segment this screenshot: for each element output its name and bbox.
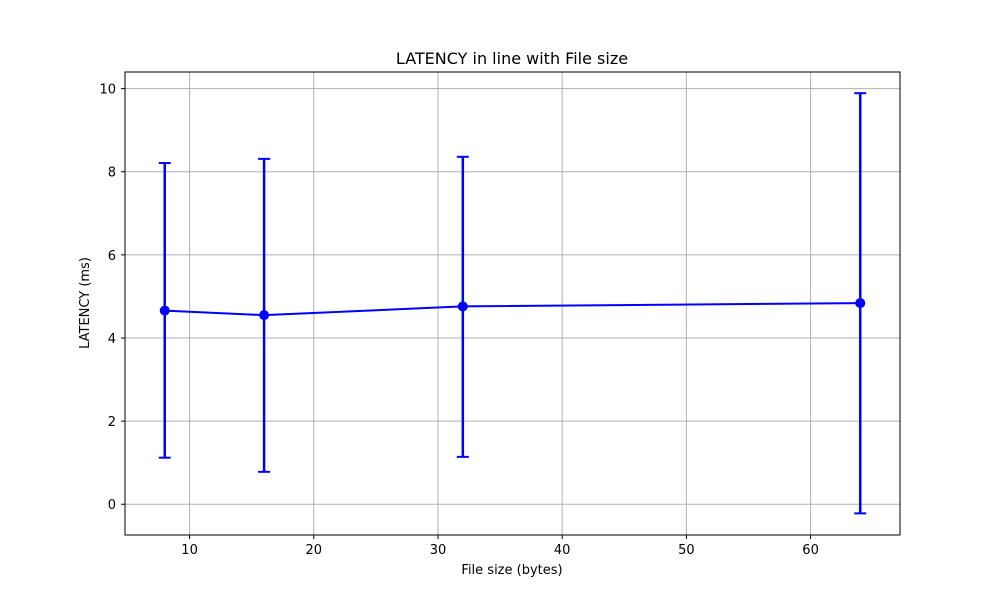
y-tick-label: 10 bbox=[99, 83, 116, 98]
x-tick-label: 10 bbox=[181, 543, 198, 558]
x-tick-label: 60 bbox=[802, 543, 819, 558]
x-tick-label: 30 bbox=[430, 543, 447, 558]
y-axis-label: LATENCY (ms) bbox=[78, 257, 93, 349]
axis-ticks: 10 20 30 40 50 60 0 2 4 6 8 10 bbox=[99, 83, 818, 558]
y-tick-label: 0 bbox=[108, 498, 116, 513]
data-series bbox=[158, 92, 867, 515]
chart-title: LATENCY in line with File size bbox=[396, 49, 628, 68]
data-point bbox=[855, 298, 866, 309]
y-tick-label: 6 bbox=[108, 249, 116, 264]
x-tick-label: 40 bbox=[554, 543, 571, 558]
y-tick-label: 8 bbox=[108, 166, 116, 181]
x-axis-label: File size (bytes) bbox=[461, 563, 562, 578]
x-tick-label: 50 bbox=[678, 543, 695, 558]
data-point bbox=[457, 301, 468, 312]
y-tick-label: 4 bbox=[108, 332, 116, 347]
series-line bbox=[164, 302, 861, 317]
x-tick-label: 20 bbox=[306, 543, 323, 558]
y-tick-label: 2 bbox=[108, 415, 116, 430]
data-point bbox=[259, 310, 270, 321]
plot-area bbox=[124, 71, 901, 536]
data-point bbox=[159, 305, 170, 316]
